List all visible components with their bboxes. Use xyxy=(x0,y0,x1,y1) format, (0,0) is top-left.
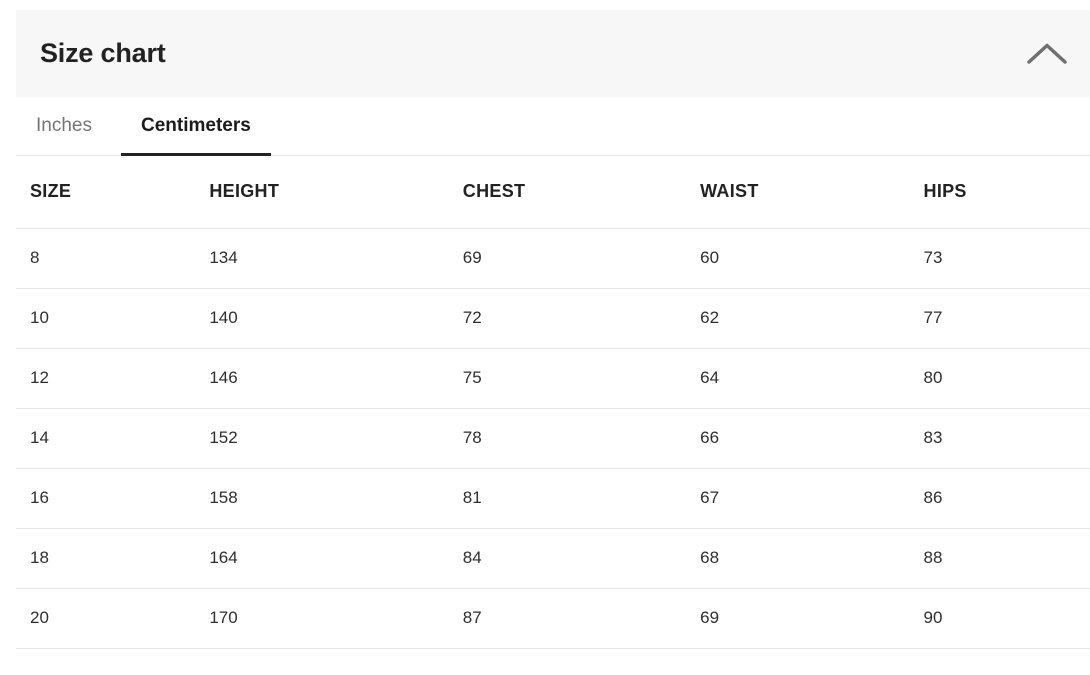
tab-inches[interactable]: Inches xyxy=(16,97,112,155)
size-chart-panel: Size chart Inches Centimeters SIZE HEIGH… xyxy=(16,10,1090,649)
cell-chest: 78 xyxy=(448,408,687,469)
page-title: Size chart xyxy=(40,38,166,68)
table-row: 8 134 69 60 73 xyxy=(16,228,1090,289)
cell-waist: 62 xyxy=(686,288,910,349)
cell-hips: 73 xyxy=(909,228,1090,289)
cell-hips: 90 xyxy=(909,588,1090,649)
table-row: 12 146 75 64 80 xyxy=(16,348,1090,409)
cell-size: 10 xyxy=(16,288,196,349)
column-header-waist: WAIST xyxy=(686,156,910,229)
cell-waist: 69 xyxy=(686,588,910,649)
cell-size: 20 xyxy=(16,588,196,649)
table-row: 14 152 78 66 83 xyxy=(16,408,1090,469)
cell-size: 18 xyxy=(16,528,196,589)
cell-waist: 68 xyxy=(686,528,910,589)
cell-height: 170 xyxy=(195,588,449,649)
cell-waist: 64 xyxy=(686,348,910,409)
cell-chest: 69 xyxy=(448,228,687,289)
cell-chest: 84 xyxy=(448,528,687,589)
table-row: 10 140 72 62 77 xyxy=(16,288,1090,349)
column-header-chest: CHEST xyxy=(448,156,687,229)
table-row: 20 170 87 69 90 xyxy=(16,588,1090,649)
cell-height: 164 xyxy=(195,528,449,589)
column-header-size: SIZE xyxy=(16,156,196,229)
cell-hips: 88 xyxy=(909,528,1090,589)
cell-size: 16 xyxy=(16,468,196,529)
cell-waist: 60 xyxy=(686,228,910,289)
tab-centimeters[interactable]: Centimeters xyxy=(120,97,271,156)
cell-size: 12 xyxy=(16,348,196,409)
table-row: 16 158 81 67 86 xyxy=(16,468,1090,529)
tab-inches-label: Inches xyxy=(36,115,92,136)
cell-height: 152 xyxy=(195,408,449,469)
cell-chest: 72 xyxy=(448,288,687,349)
cell-chest: 87 xyxy=(448,588,687,649)
cell-hips: 77 xyxy=(909,288,1090,349)
table-row: 18 164 84 68 88 xyxy=(16,528,1090,589)
tab-centimeters-label: Centimeters xyxy=(140,115,251,136)
cell-chest: 75 xyxy=(448,348,687,409)
table-header-row: SIZE HEIGHT CHEST WAIST HIPS xyxy=(16,156,1090,229)
cell-hips: 86 xyxy=(909,468,1090,529)
cell-waist: 66 xyxy=(686,408,910,469)
cell-height: 146 xyxy=(195,348,449,409)
cell-size: 8 xyxy=(16,228,196,289)
cell-chest: 81 xyxy=(448,468,687,529)
size-chart-section-header[interactable]: Size chart xyxy=(16,10,1090,97)
cell-size: 14 xyxy=(16,408,196,469)
cell-height: 134 xyxy=(195,228,449,289)
cell-hips: 83 xyxy=(909,408,1090,469)
size-table: SIZE HEIGHT CHEST WAIST HIPS 8 134 69 60… xyxy=(16,156,1090,649)
cell-waist: 67 xyxy=(686,468,910,529)
chevron-up-icon[interactable] xyxy=(1026,42,1068,66)
cell-height: 140 xyxy=(195,288,449,349)
column-header-hips: HIPS xyxy=(909,156,1090,229)
unit-tabs: Inches Centimeters xyxy=(16,97,1090,156)
cell-height: 158 xyxy=(195,468,449,529)
cell-hips: 80 xyxy=(909,348,1090,409)
column-header-height: HEIGHT xyxy=(195,156,449,229)
